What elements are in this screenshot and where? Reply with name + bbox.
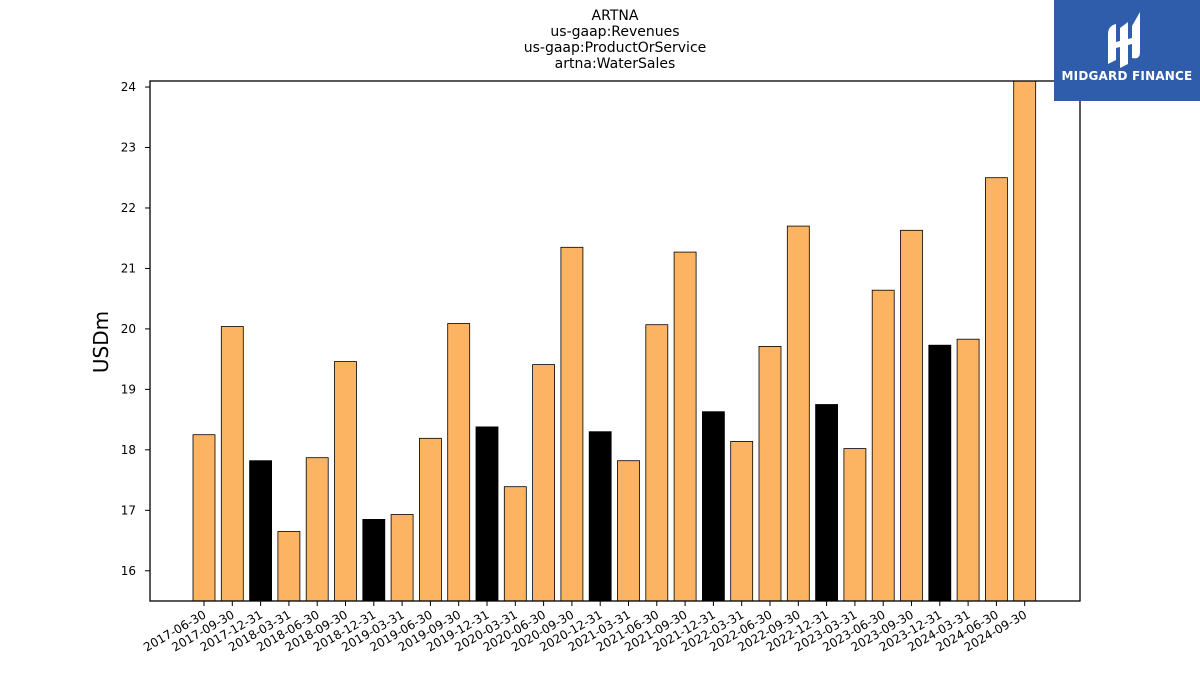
y-tick-label-19: 19 bbox=[121, 382, 136, 396]
bar-2023-06-30 bbox=[871, 289, 895, 602]
bar-2023-09-30 bbox=[900, 229, 923, 602]
bar-2018-03-31 bbox=[277, 531, 301, 602]
y-tick-label-20: 20 bbox=[121, 322, 136, 336]
bar-2022-09-30 bbox=[786, 225, 810, 602]
bar-2021-09-30 bbox=[673, 251, 697, 602]
y-axis: 16 17 18 19 20 21 22 23 24 bbox=[121, 80, 150, 578]
y-axis-label: USDm bbox=[89, 311, 113, 373]
bar-2019-06-30 bbox=[418, 437, 442, 602]
bar-2023-12-31 bbox=[928, 344, 952, 602]
bar-2018-06-30 bbox=[305, 457, 329, 602]
bar-2019-09-30 bbox=[447, 323, 471, 602]
x-axis: 2017-06-302017-09-302017-12-312018-03-31… bbox=[141, 601, 1029, 654]
chart-title-line-1: ARTNA bbox=[592, 8, 639, 24]
bar-2023-03-31 bbox=[843, 448, 867, 602]
bar-2024-03-31 bbox=[956, 338, 980, 602]
bar-2021-06-30 bbox=[645, 324, 669, 602]
bar-2020-06-30 bbox=[532, 364, 555, 602]
bar-2018-12-31 bbox=[362, 519, 386, 602]
y-tick-label-24: 24 bbox=[121, 80, 136, 94]
bar-2024-06-30 bbox=[985, 177, 1008, 602]
bar-2017-09-30 bbox=[220, 326, 244, 602]
y-tick-label-21: 21 bbox=[121, 261, 136, 275]
chart-title: ARTNA us-gaap:Revenues us-gaap:ProductOr… bbox=[524, 8, 707, 72]
y-tick-label-22: 22 bbox=[121, 201, 136, 215]
plot-frame bbox=[149, 80, 1081, 602]
logo-text: MIDGARD FINANCE bbox=[1061, 69, 1193, 83]
midgard-finance-logo: MIDGARD FINANCE bbox=[1054, 0, 1200, 101]
bar-2022-06-30 bbox=[758, 345, 782, 602]
bar-2019-03-31 bbox=[390, 514, 414, 602]
bar-2024-09-30 bbox=[1013, 80, 1037, 602]
chart-title-line-4: artna:WaterSales bbox=[555, 56, 676, 72]
bar-2020-09-30 bbox=[560, 246, 584, 602]
bar-2021-12-31 bbox=[702, 411, 725, 602]
bars bbox=[192, 80, 1037, 602]
bar-2021-03-31 bbox=[617, 460, 640, 602]
bar-2019-12-31 bbox=[475, 426, 499, 602]
y-tick-label-23: 23 bbox=[121, 141, 136, 155]
bar-2022-03-31 bbox=[730, 440, 754, 602]
chart-title-line-3: us-gaap:ProductOrService bbox=[524, 40, 707, 56]
bar-2017-06-30 bbox=[192, 434, 216, 602]
chart-title-line-2: us-gaap:Revenues bbox=[550, 24, 679, 40]
bar-2022-12-31 bbox=[815, 404, 838, 602]
y-tick-label-16: 16 bbox=[121, 564, 136, 578]
y-tick-label-17: 17 bbox=[121, 503, 136, 517]
bar-2017-12-31 bbox=[249, 460, 273, 602]
bar-2020-03-31 bbox=[503, 486, 527, 602]
bar-2018-09-30 bbox=[334, 361, 357, 602]
midgard-logo-icon bbox=[1108, 12, 1140, 68]
bar-2020-12-31 bbox=[588, 431, 612, 602]
y-tick-label-18: 18 bbox=[121, 443, 136, 457]
